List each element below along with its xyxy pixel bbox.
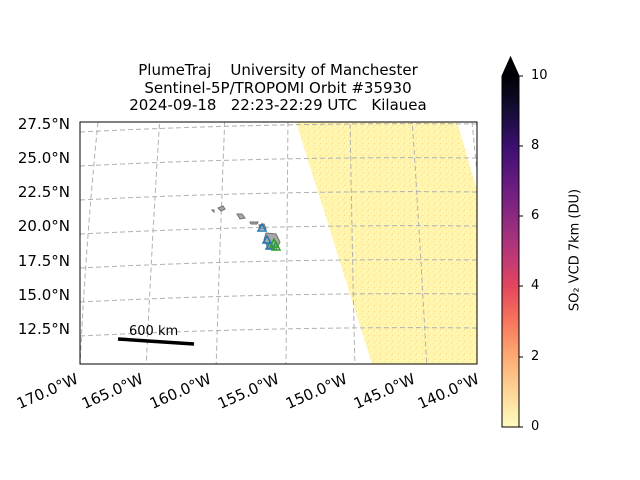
island-oahu xyxy=(236,213,246,220)
colorbar-gradient xyxy=(502,76,519,427)
longitude-gridlines xyxy=(80,122,477,364)
colorbar xyxy=(501,55,523,428)
lat-label: 27.5°N xyxy=(17,115,70,133)
map-frame xyxy=(79,121,478,365)
colorbar-extend-max xyxy=(502,57,519,76)
colorbar-label: SO₂ VCD 7km (DU) xyxy=(567,188,583,312)
volcano-markers xyxy=(268,237,282,251)
lat-label: 12.5°N xyxy=(17,320,70,338)
lat-label: 17.5°N xyxy=(17,252,70,270)
island-niihau xyxy=(210,209,215,214)
colorbar-tick-label: 2 xyxy=(531,349,540,364)
colorbar-tick-marks xyxy=(519,75,523,428)
station-marker xyxy=(261,234,273,244)
scale-bar xyxy=(117,337,195,346)
scale-bar-label: 600 km xyxy=(129,324,179,339)
station-marker xyxy=(264,240,276,250)
colorbar-outline xyxy=(501,55,520,428)
island-molokai xyxy=(249,221,259,225)
map-area xyxy=(80,122,477,364)
title-line-1: PlumeTraj University of Manchester xyxy=(138,61,418,79)
station-markers xyxy=(256,222,276,250)
colorbar-tick-label: 10 xyxy=(531,68,548,83)
volcano-marker xyxy=(270,240,282,251)
colorbar-tick-label: 4 xyxy=(531,278,540,293)
colorbar-tick-label: 0 xyxy=(531,419,540,434)
tropomi-swath xyxy=(296,122,477,364)
title-line-2: Sentinel-5P/TROPOMI Orbit #35930 xyxy=(144,79,412,97)
island-kauai xyxy=(217,205,226,212)
lat-label: 15.0°N xyxy=(17,286,70,304)
lat-label: 22.5°N xyxy=(17,183,70,201)
colorbar-tick-label: 6 xyxy=(531,208,540,223)
latitude-gridlines xyxy=(80,123,477,337)
lat-label: 25.0°N xyxy=(17,149,70,167)
lat-label: 20.0°N xyxy=(17,217,70,235)
station-marker xyxy=(256,222,268,232)
colorbar-tick-label: 8 xyxy=(531,138,540,153)
title-line-3: 2024-09-18 22:23-22:29 UTC Kilauea xyxy=(129,96,427,114)
